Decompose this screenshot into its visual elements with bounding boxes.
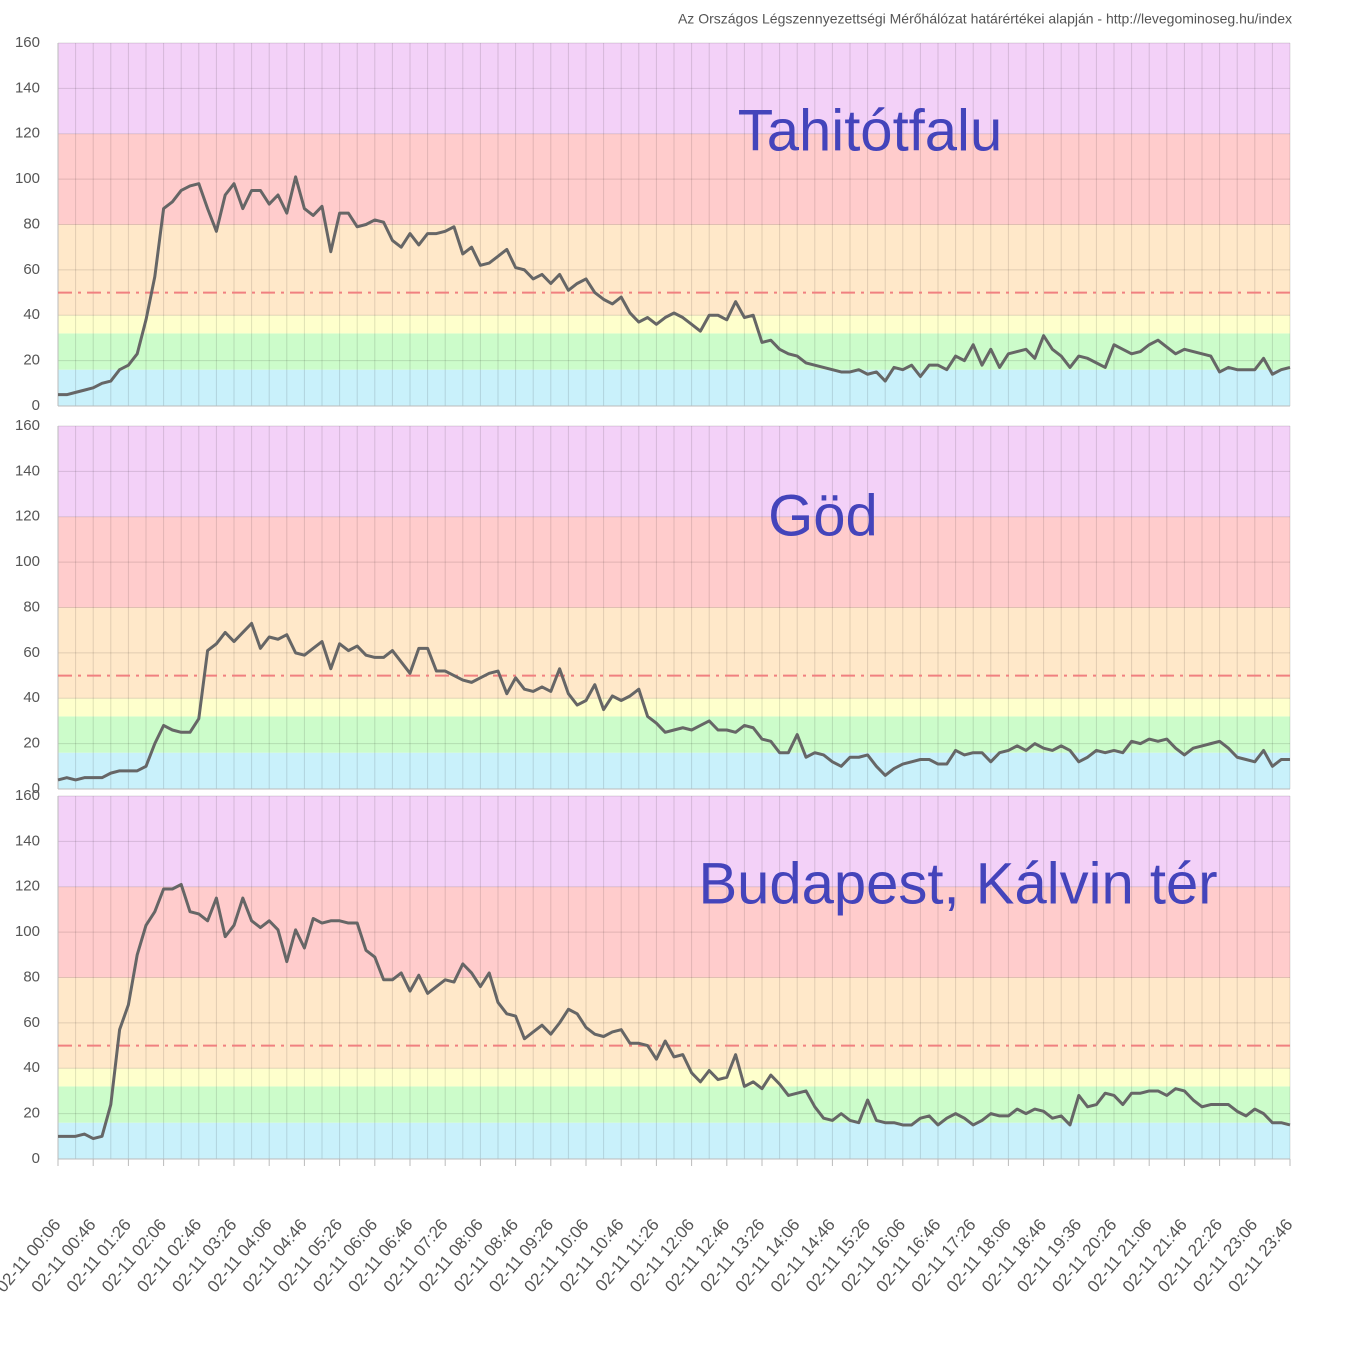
band [58, 1122, 1290, 1159]
y-tick-label: 60 [23, 261, 40, 278]
band [58, 369, 1290, 406]
band [58, 333, 1290, 370]
band [58, 1068, 1290, 1087]
band [58, 43, 1290, 134]
y-tick-label: 60 [23, 644, 40, 661]
station-title: Tahitótfalu [738, 98, 1002, 163]
source-note: Az Országos Légszennyezettségi Mérőhálóz… [678, 11, 1292, 27]
band [58, 426, 1290, 517]
band [58, 698, 1290, 717]
y-tick-label: 0 [32, 780, 40, 797]
y-tick-label: 80 [23, 968, 40, 985]
y-tick-label: 60 [23, 1014, 40, 1031]
band [58, 607, 1290, 699]
y-tick-label: 100 [15, 923, 40, 940]
y-tick-label: 20 [23, 1105, 40, 1122]
band [58, 133, 1290, 225]
y-tick-label: 160 [15, 417, 40, 434]
band [58, 224, 1290, 316]
y-tick-label: 100 [15, 170, 40, 187]
y-tick-label: 40 [23, 1059, 40, 1076]
station-title: Budapest, Kálvin tér [698, 851, 1217, 916]
band [58, 716, 1290, 753]
data-line [58, 882, 1291, 1141]
y-tick-label: 120 [15, 508, 40, 525]
y-tick-label: 140 [15, 462, 40, 479]
band [58, 796, 1290, 887]
y-tick-label: 140 [15, 832, 40, 849]
y-tick-label: 0 [32, 397, 40, 414]
data-line [58, 175, 1291, 397]
y-tick-label: 40 [23, 306, 40, 323]
data-line [57, 621, 1290, 782]
y-tick-label: 120 [15, 125, 40, 142]
y-tick-label: 20 [23, 352, 40, 369]
y-tick-label: 120 [15, 878, 40, 895]
band [58, 315, 1290, 334]
y-tick-label: 160 [15, 34, 40, 51]
y-tick-label: 20 [23, 735, 40, 752]
station-title: Göd [768, 483, 878, 548]
band [58, 886, 1290, 978]
y-tick-label: 80 [23, 215, 40, 232]
y-tick-label: 160 [15, 787, 40, 804]
y-tick-label: 140 [15, 79, 40, 96]
band [58, 977, 1290, 1069]
band [58, 516, 1290, 608]
y-tick-label: 40 [23, 689, 40, 706]
y-tick-label: 80 [23, 598, 40, 615]
y-tick-label: 0 [32, 1150, 40, 1167]
y-tick-label: 100 [15, 553, 40, 570]
